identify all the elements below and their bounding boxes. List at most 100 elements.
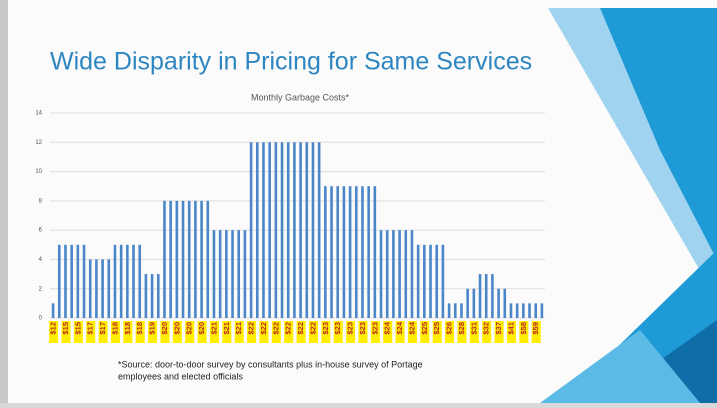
bar — [441, 244, 445, 318]
x-label-highlight — [284, 321, 294, 343]
bar — [163, 200, 166, 318]
x-tick-label: $17 — [86, 322, 95, 335]
bar — [51, 303, 55, 318]
x-label-highlight — [86, 321, 96, 343]
x-tick-label: $15 — [61, 322, 70, 335]
bar — [57, 244, 61, 318]
x-tick-label: $21 — [234, 322, 243, 335]
slide-title: Wide Disparity in Pricing for Same Servi… — [50, 48, 532, 76]
x-label-highlight — [148, 321, 158, 343]
x-label-highlight — [197, 321, 207, 343]
bar — [107, 259, 111, 318]
y-tick-label: 8 — [39, 198, 43, 204]
x-tick-label: $21 — [222, 322, 231, 335]
x-label-highlight — [395, 321, 405, 343]
bar — [82, 244, 86, 318]
x-label-highlight — [506, 321, 516, 343]
x-label-highlight — [457, 321, 467, 343]
x-tick-label: $25 — [420, 322, 429, 335]
bar — [262, 142, 265, 318]
y-tick-label: 12 — [35, 140, 42, 146]
bar — [336, 186, 340, 318]
x-tick-label: $23 — [370, 322, 379, 335]
x-tick-label: $12 — [49, 322, 58, 335]
bar — [169, 200, 172, 318]
bar — [515, 303, 519, 318]
bar — [218, 230, 222, 318]
x-label-highlight — [346, 321, 356, 343]
bar — [286, 142, 290, 318]
x-tick-label: $37 — [494, 322, 503, 335]
x-label-highlight — [494, 321, 504, 343]
bar — [126, 244, 129, 318]
bar — [225, 230, 228, 318]
x-label-highlight — [432, 321, 442, 343]
bar — [138, 244, 142, 318]
bar — [255, 142, 259, 318]
bar — [187, 200, 191, 318]
x-label-highlight — [420, 321, 430, 343]
bar — [429, 244, 432, 318]
x-tick-label: $21 — [209, 322, 218, 335]
bar — [243, 230, 247, 318]
bar — [88, 259, 92, 318]
bar — [466, 288, 469, 318]
x-label-highlight — [296, 321, 306, 343]
bar — [453, 303, 457, 318]
bar — [274, 142, 278, 318]
y-tick-label: 6 — [39, 228, 43, 234]
bar — [194, 200, 197, 318]
decor-triangle — [600, 8, 717, 260]
bar — [144, 274, 148, 318]
decor-triangle — [540, 330, 700, 403]
bar — [379, 230, 383, 318]
x-label-highlight — [259, 321, 269, 343]
x-label-highlight — [383, 321, 393, 343]
bar — [354, 186, 358, 318]
bar — [237, 230, 241, 318]
x-tick-label: $18 — [123, 322, 132, 335]
bar — [404, 230, 408, 318]
x-label-highlight — [445, 321, 455, 343]
x-tick-label: $23 — [333, 322, 342, 335]
x-tick-label: $23 — [358, 322, 367, 335]
x-label-highlight — [110, 321, 120, 343]
bar — [175, 200, 179, 318]
bar — [113, 244, 117, 318]
bar — [64, 244, 67, 318]
bar — [435, 244, 439, 318]
chart-title: Monthly Garbage Costs* — [251, 92, 350, 102]
bar — [410, 230, 414, 318]
x-tick-label: $20 — [197, 322, 206, 335]
x-tick-label: $22 — [259, 322, 268, 335]
x-tick-label: $22 — [296, 322, 305, 335]
x-tick-label: $24 — [407, 321, 416, 334]
x-label-highlight — [73, 321, 83, 343]
bar — [231, 230, 234, 318]
y-tick-label: 0 — [39, 316, 43, 322]
bar — [70, 244, 73, 318]
x-label-highlight — [123, 321, 133, 343]
x-tick-label: $18 — [135, 322, 144, 335]
bar — [299, 142, 302, 318]
x-label-highlight — [49, 321, 59, 343]
x-label-highlight — [135, 321, 145, 343]
x-tick-label: $18 — [110, 322, 119, 335]
bar — [150, 274, 154, 318]
bar — [101, 259, 104, 318]
x-tick-label: $22 — [271, 322, 280, 335]
bar — [206, 200, 210, 318]
x-label-highlight — [234, 321, 244, 343]
left-border — [0, 0, 8, 403]
bar — [367, 186, 370, 318]
bar — [534, 303, 538, 318]
x-label-highlight — [308, 321, 318, 343]
bar — [311, 142, 315, 318]
x-tick-label: $24 — [395, 321, 404, 334]
y-tick-label: 4 — [39, 257, 43, 263]
bar — [181, 200, 185, 318]
bar — [460, 303, 463, 318]
bar — [324, 186, 327, 318]
x-tick-label: $20 — [185, 322, 194, 335]
